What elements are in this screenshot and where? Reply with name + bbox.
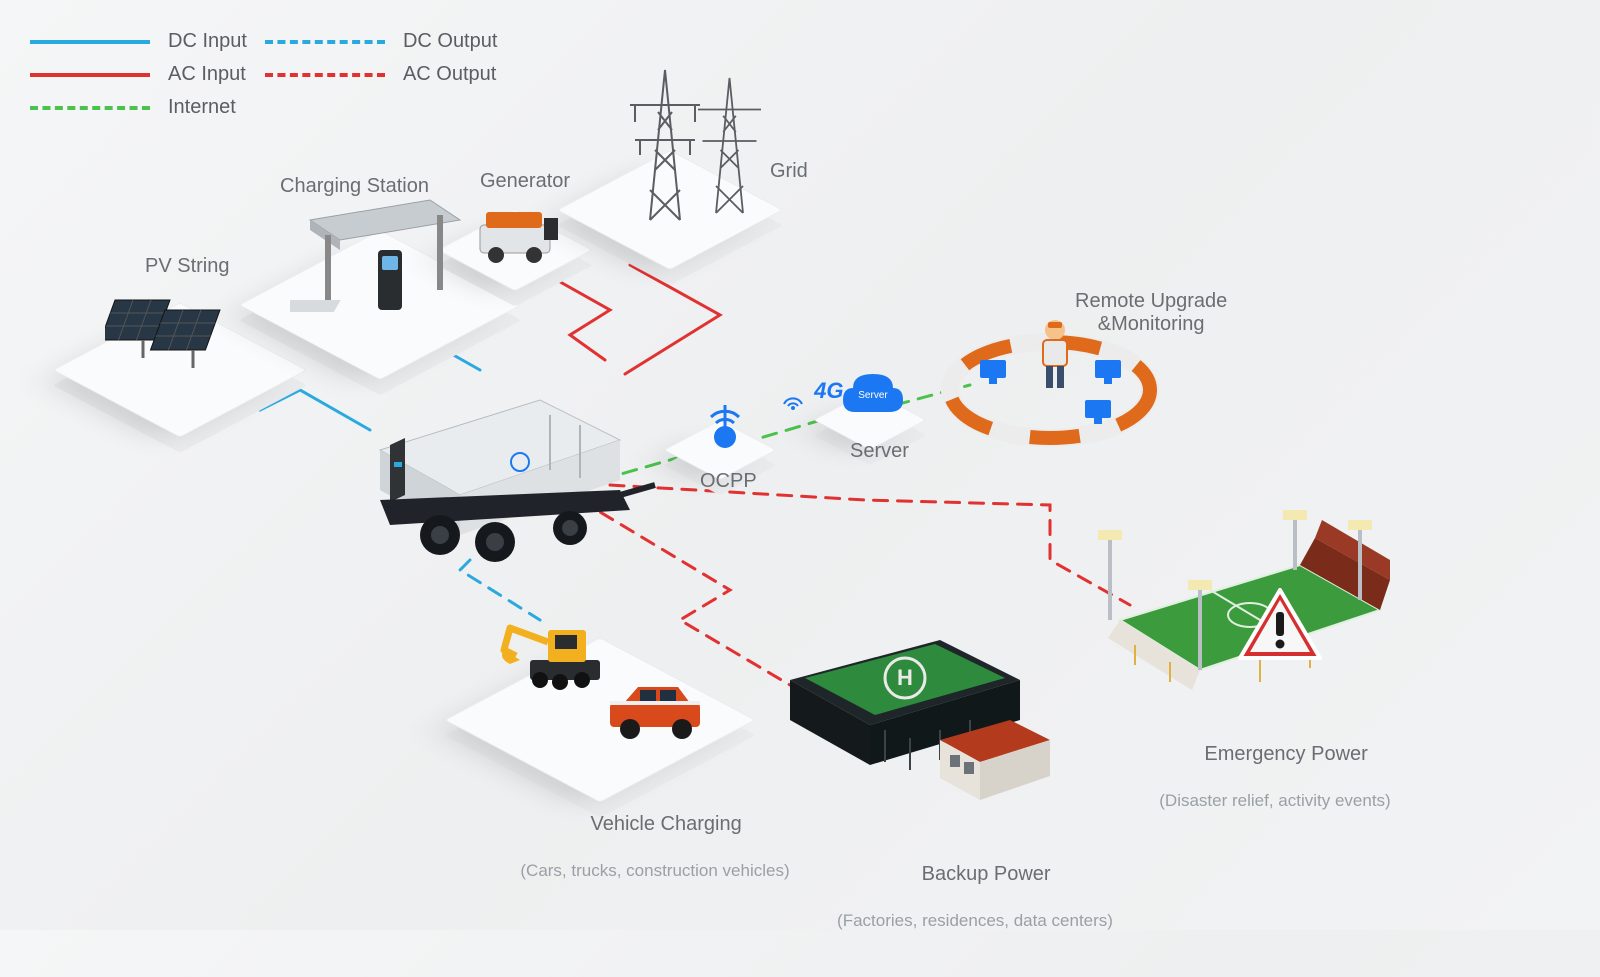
label-vehicle-charging: Vehicle Charging (Cars, trucks, construc… (495, 790, 815, 927)
diagram-stage: DC Input DC Output AC Input AC Output In… (0, 0, 1600, 930)
legend-label-ac-input: AC Input (168, 63, 247, 86)
legend-swatch-internet (30, 106, 150, 110)
tile-grid (590, 130, 750, 290)
label-grid: Grid (770, 160, 808, 183)
label-ocpp: OCPP (700, 470, 757, 493)
legend-swatch-ac-input (30, 73, 150, 77)
label-emergency-power: Emergency Power (Disaster relief, activi… (1115, 720, 1435, 857)
svg-text:H: H (897, 665, 913, 690)
legend-label-dc-input: DC Input (168, 30, 247, 53)
label-server: Server (850, 440, 909, 463)
backup-power-icon: H (770, 590, 1070, 810)
label-pv-string: PV String (145, 255, 229, 278)
wire-trailer-to-emergency_power (610, 485, 1130, 605)
label-generator: Generator (480, 170, 570, 193)
legend-swatch-dc-input (30, 40, 150, 44)
label-remote: Remote Upgrade &Monitoring (1075, 290, 1227, 336)
legend-swatch-dc-output (265, 40, 385, 44)
legend: DC Input DC Output AC Input AC Output In… (30, 30, 497, 119)
tile-charging-station (280, 205, 480, 405)
emergency-power-icon (1050, 470, 1410, 730)
legend-label-dc-output: DC Output (403, 30, 497, 53)
legend-label-internet: Internet (168, 96, 247, 119)
label-backup-power: Backup Power (Factories, residences, dat… (815, 840, 1135, 977)
legend-label-ac-output: AC Output (403, 63, 497, 86)
legend-swatch-ac-output (265, 73, 385, 77)
tile-generator (460, 195, 570, 305)
label-charging-station: Charging Station (280, 175, 429, 198)
